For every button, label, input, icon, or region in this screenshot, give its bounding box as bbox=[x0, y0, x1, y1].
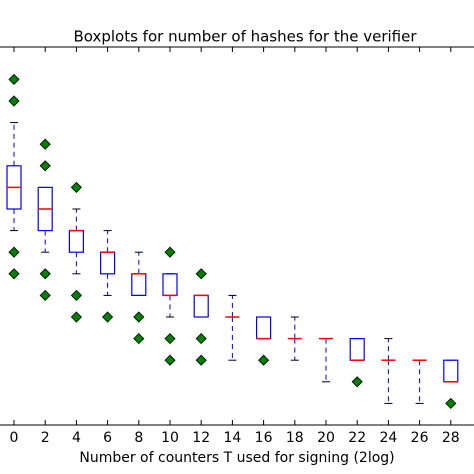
x-tick-label: 10 bbox=[161, 430, 179, 446]
x-tick-label: 4 bbox=[72, 430, 81, 446]
flier bbox=[39, 160, 51, 172]
flier bbox=[164, 246, 176, 258]
flier bbox=[351, 376, 363, 388]
x-tick-label: 6 bbox=[103, 430, 112, 446]
chart-title: Boxplots for number of hashes for the ve… bbox=[73, 28, 417, 46]
flier bbox=[39, 268, 51, 280]
flier bbox=[164, 354, 176, 366]
x-tick-label: 14 bbox=[223, 430, 241, 446]
box bbox=[68, 230, 85, 253]
flier bbox=[8, 246, 20, 258]
box bbox=[99, 251, 116, 275]
box bbox=[162, 273, 178, 296]
flier bbox=[70, 181, 82, 193]
x-tick-label: 20 bbox=[317, 430, 335, 446]
flier bbox=[195, 333, 207, 345]
flier bbox=[8, 268, 20, 280]
box bbox=[131, 273, 147, 296]
x-tick-label: 26 bbox=[411, 430, 429, 446]
box bbox=[443, 359, 459, 383]
flier bbox=[8, 73, 20, 85]
flier bbox=[8, 95, 20, 107]
flier bbox=[445, 397, 457, 409]
x-axis-label: Number of counters T used for signing (2… bbox=[79, 450, 394, 466]
x-tick-label: 24 bbox=[379, 430, 397, 446]
flier bbox=[195, 354, 207, 366]
box bbox=[193, 294, 209, 318]
flier bbox=[70, 289, 82, 301]
flier bbox=[195, 268, 207, 280]
flier bbox=[133, 333, 145, 345]
box bbox=[256, 316, 272, 340]
flier bbox=[39, 138, 51, 150]
x-tick-label: 0 bbox=[10, 430, 19, 446]
x-tick-label: 16 bbox=[255, 430, 273, 446]
flier bbox=[39, 289, 51, 301]
x-tick-label: 28 bbox=[442, 430, 460, 446]
flier bbox=[258, 354, 270, 366]
x-tick-label: 2 bbox=[41, 430, 50, 446]
x-tick-label: 12 bbox=[192, 430, 210, 446]
x-tick-label: 18 bbox=[286, 430, 304, 446]
flier bbox=[102, 311, 114, 323]
box bbox=[349, 338, 365, 361]
x-tick-label: 8 bbox=[134, 430, 143, 446]
x-tick-label: 22 bbox=[348, 430, 366, 446]
flier bbox=[70, 311, 82, 323]
flier bbox=[164, 333, 176, 345]
flier bbox=[133, 311, 145, 323]
plot-frame bbox=[0, 46, 474, 426]
